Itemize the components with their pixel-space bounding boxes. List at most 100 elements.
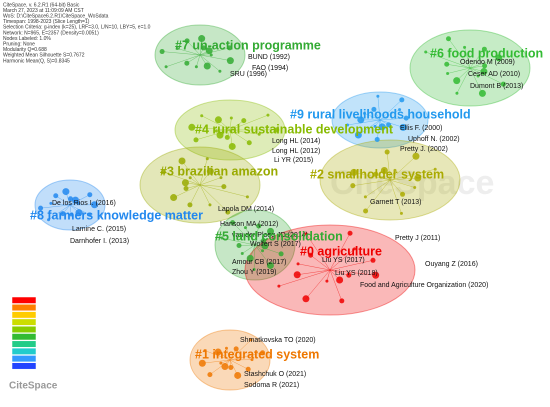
node-label: Amour CB (2017) [232, 259, 286, 266]
edge [298, 263, 331, 271]
node [325, 279, 329, 283]
node [226, 57, 234, 65]
node-label: Ceser AD (2010) [468, 71, 520, 78]
edge [186, 54, 201, 64]
node [346, 272, 352, 278]
node [214, 348, 222, 356]
year-legend [11, 296, 37, 370]
header-line: Weighted Mean Silhouette S=0.7672 [3, 53, 85, 59]
node [302, 295, 310, 303]
node-label: Food and Agriculture Organization (2020) [360, 282, 488, 289]
node [250, 358, 254, 362]
edge [456, 67, 471, 94]
node [412, 152, 420, 160]
node [184, 38, 190, 44]
node [478, 89, 486, 97]
edge [229, 359, 249, 370]
node-label: Liu YS (2017) [322, 257, 365, 264]
node [228, 364, 234, 370]
node-label: Long HL (2014) [272, 138, 320, 145]
edge [389, 168, 436, 181]
node-label: Pretty J (2011) [395, 235, 440, 242]
node [353, 247, 357, 251]
node [370, 257, 376, 263]
node-label: BUND (1992) [248, 54, 290, 61]
node [203, 349, 207, 353]
node [249, 338, 253, 342]
edge [199, 184, 224, 187]
edge [469, 67, 483, 94]
edge [329, 233, 351, 271]
node-label: Uphoff N. (2002) [408, 136, 460, 143]
node [181, 179, 189, 187]
edge [389, 177, 418, 181]
node [256, 223, 262, 229]
node [214, 129, 218, 133]
edge [254, 244, 282, 255]
node [339, 298, 345, 304]
edge [329, 269, 376, 276]
node [260, 350, 266, 356]
node [219, 176, 223, 180]
edge [229, 129, 250, 143]
node [203, 62, 211, 70]
node [476, 74, 480, 78]
node [350, 183, 356, 189]
node [463, 45, 467, 49]
node-label: FAO (1994) [252, 65, 288, 72]
node-label: De los Rios I. (2016) [52, 200, 116, 207]
node [400, 191, 406, 197]
edge [199, 177, 222, 186]
header-line: CiteSpace, v. 6.2.R1 (64-bit) Basic [3, 2, 80, 8]
edge [55, 195, 71, 206]
edge [199, 184, 211, 206]
node [380, 167, 388, 175]
node-label: Odendo M (2009) [460, 59, 515, 66]
edge [195, 129, 231, 141]
node [495, 54, 503, 62]
node [374, 137, 380, 143]
edge [379, 119, 404, 128]
node [371, 106, 377, 112]
cluster-label: #0 agriculture [300, 244, 382, 258]
legend-swatch [11, 304, 37, 312]
edge [229, 117, 232, 131]
node-label: Zhou Y (2019) [232, 269, 277, 276]
cluster-label: #7 un-action programme [175, 38, 321, 52]
node [354, 131, 362, 139]
edge [352, 179, 391, 186]
node [220, 236, 224, 240]
edge [469, 67, 479, 77]
edge [229, 129, 260, 135]
node-label: van der Ploeg JD (2014) [232, 232, 308, 239]
node [224, 346, 228, 350]
node-label: Wolfert S (2017) [250, 241, 301, 248]
edge [166, 54, 201, 68]
edge [226, 348, 231, 361]
node-label: Sodoma R (2021) [244, 382, 299, 389]
node [236, 242, 242, 248]
legend-swatch [11, 355, 37, 363]
header-line: Nodes Labeled: 1.0% [3, 36, 51, 42]
edge [220, 359, 231, 364]
node [373, 124, 377, 128]
edge [365, 179, 391, 198]
cluster-label: #9 rural livelihoods household [290, 107, 471, 121]
edge [310, 255, 331, 271]
legend-swatch [11, 347, 37, 355]
node [233, 346, 239, 352]
edge [326, 269, 331, 282]
node [261, 238, 267, 244]
node [184, 60, 190, 66]
header-line: Modularity Q=0.688 [3, 47, 47, 53]
edge [389, 179, 402, 214]
node [201, 45, 207, 51]
node [357, 116, 365, 124]
edge [254, 244, 263, 251]
node [500, 81, 506, 87]
node [53, 193, 59, 199]
node [178, 157, 186, 165]
node [243, 226, 247, 230]
node [424, 50, 428, 54]
node-label: Li YR (2015) [274, 157, 313, 164]
